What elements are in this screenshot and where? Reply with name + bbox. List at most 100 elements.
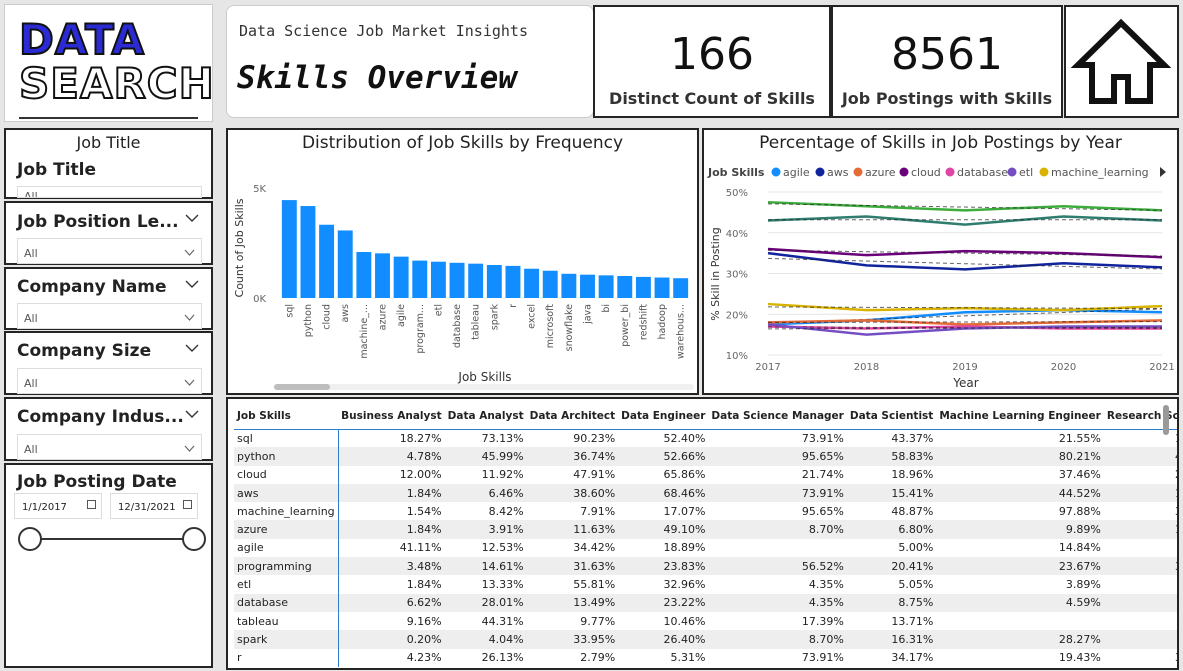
job-title-dropdown[interactable]: All	[17, 186, 202, 198]
percentage-cell: 13.71%	[891, 614, 934, 628]
column-header[interactable]: Business Analyst	[338, 403, 445, 430]
legend-label: aws	[827, 166, 849, 179]
trend-line	[767, 249, 1163, 257]
series-line	[767, 251, 1163, 271]
kpi-distinct-skills: 166 Distinct Count of Skills	[593, 5, 831, 118]
chart-title: Distribution of Job Skills by Frequency	[301, 133, 624, 153]
column-header[interactable]: Job Skills	[234, 403, 339, 430]
percentage-cell: 23.67%	[936, 557, 1104, 576]
column-header[interactable]: Data Architect	[526, 403, 619, 430]
percentage-cell: 13.49%	[526, 593, 619, 612]
bar	[580, 274, 595, 298]
skill-name-cell: cloud	[234, 465, 339, 484]
bar	[561, 273, 577, 298]
percentage-cell: 23.22%	[618, 593, 709, 612]
page-title: Skills Overview	[237, 60, 517, 96]
percentage-cell: 44.52%	[936, 483, 1104, 503]
dropdown-value: All	[24, 247, 38, 260]
chevron-down-icon[interactable]	[185, 211, 199, 225]
percentage-cell: 31.63%	[526, 557, 619, 576]
x-tick-label: azure	[378, 304, 389, 331]
percentage-cell: 28.27%	[936, 630, 1104, 649]
x-tick-label: microsoft	[545, 304, 556, 349]
percentage-cell: 21.55%	[1058, 431, 1101, 445]
percentage-cell: 49.10%	[618, 520, 709, 539]
table-row: azure 1.84% 3.91% 11.63% 49.10% 8.70% 6.80% 9.8…	[234, 520, 1177, 539]
company-industry-dropdown[interactable]: All	[17, 434, 202, 460]
slider-start-handle[interactable]	[18, 527, 42, 551]
chevron-down-icon	[184, 249, 195, 256]
chevron-down-icon[interactable]	[185, 277, 199, 291]
column-header[interactable]: Machine Learning Engineer	[936, 403, 1104, 430]
filter-job-title: Job Title Job Title All	[4, 128, 213, 199]
kpi-label: Job Postings with Skills	[841, 89, 1053, 108]
y-tick-label: 30%	[726, 270, 748, 281]
job-position-level-dropdown[interactable]: All	[17, 238, 202, 264]
logo-line-2: SEARCH	[18, 59, 215, 108]
percentage-cell: 0.20%	[338, 630, 445, 649]
table-scrollbar[interactable]	[1163, 405, 1169, 435]
start-date-input[interactable]: 1/1/2017	[14, 493, 102, 519]
bar	[598, 275, 614, 298]
x-tick-label: program...	[415, 304, 426, 354]
column-header[interactable]: Data Engineer	[618, 403, 709, 430]
series-line	[767, 200, 1163, 212]
y-tick-label: 50%	[726, 188, 748, 199]
x-tick-label: bi	[601, 304, 612, 313]
end-date-input[interactable]: 12/31/2021	[110, 493, 198, 519]
calendar-icon[interactable]	[87, 500, 96, 509]
bar	[654, 277, 670, 298]
percentage-cell: 4.35%	[808, 578, 844, 592]
table-row: programming 3.48% 14.61% 31.63% 23.83% 56.52%…	[234, 557, 1177, 576]
percentage-cell: 1.84%	[406, 578, 442, 592]
bar	[635, 276, 651, 298]
percentage-cell: 37.46%	[1058, 468, 1101, 482]
skill-name-cell: azure	[234, 520, 339, 539]
skill-name-cell: tableau	[234, 611, 339, 631]
percentage-cell: 52.66%	[618, 447, 709, 466]
percentage-cell: 55.81%	[573, 578, 616, 592]
percentage-cell: 41.11%	[399, 541, 442, 555]
percentage-cell: 9.77%	[580, 614, 616, 628]
company-name-dropdown[interactable]: All	[17, 303, 202, 329]
skill-name-cell: r	[234, 648, 339, 667]
calendar-icon[interactable]	[183, 500, 192, 509]
percentage-cell: 38.60%	[526, 483, 619, 503]
percentage-cell: 31.25%	[1104, 649, 1177, 667]
filter-company-size: Company Size All	[4, 331, 213, 395]
filter-header: Job Title	[76, 133, 141, 152]
dropdown-value: All	[24, 377, 38, 390]
trend-line	[767, 326, 1163, 330]
skill-name-cell: aws	[234, 483, 339, 503]
percentage-cell: 5.05%	[898, 578, 934, 592]
chevron-down-icon[interactable]	[185, 407, 199, 421]
legend-marker	[899, 167, 909, 177]
company-size-dropdown[interactable]: All	[17, 368, 202, 394]
legend-next-icon[interactable]	[1160, 167, 1166, 177]
y-tick-label: 10%	[726, 351, 748, 362]
legend-label: agile	[783, 166, 810, 179]
skills-by-year-chart: Percentage of Skills in Job Postings by …	[702, 128, 1179, 395]
series-line	[767, 215, 1163, 226]
horizontal-scrollbar-thumb[interactable]	[274, 384, 330, 390]
trend-line	[767, 306, 1163, 310]
bar	[393, 256, 409, 298]
date-range-slider[interactable]	[14, 526, 210, 554]
y-tick-label: 0K	[253, 294, 266, 305]
percentage-cell: 17.39%	[801, 614, 844, 628]
x-tick-label: r	[508, 304, 519, 308]
percentage-cell: 11.92%	[481, 468, 524, 482]
home-button[interactable]	[1064, 5, 1179, 118]
percentage-cell: 6.80%	[846, 520, 937, 539]
column-header[interactable]: Data Scientist	[846, 403, 937, 430]
column-header[interactable]: Data Science Manager	[708, 403, 847, 430]
percentage-cell: 1.84%	[338, 483, 445, 503]
chevron-down-icon[interactable]	[185, 341, 199, 355]
percentage-cell: 10.46%	[663, 614, 706, 628]
percentage-cell: 73.13%	[481, 431, 524, 445]
percentage-cell: 5.31%	[670, 651, 706, 665]
slider-end-handle[interactable]	[182, 527, 206, 551]
y-axis-label: Count of Job Skills	[233, 198, 246, 297]
bar	[412, 260, 428, 298]
column-header[interactable]: Data Analyst	[444, 403, 527, 430]
